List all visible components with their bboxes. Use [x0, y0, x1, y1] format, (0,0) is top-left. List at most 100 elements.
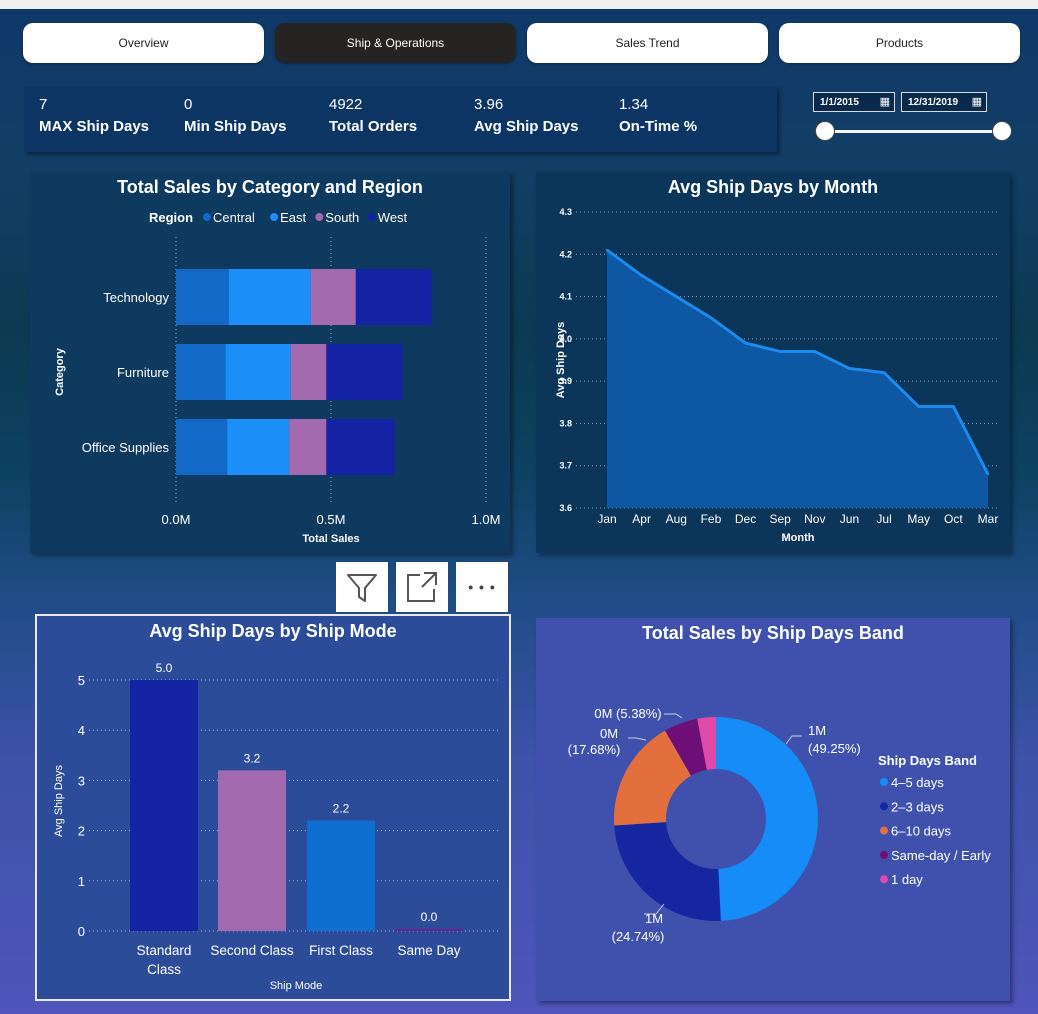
tab-products[interactable]: Products: [779, 23, 1020, 63]
visual-title: Avg Ship Days by Ship Mode: [149, 621, 397, 641]
legend-marker: [315, 213, 324, 221]
category-region-chart: Region Central East South West 0.0M 0.5M 1.0M To…: [54, 210, 500, 545]
label-leader: [785, 735, 802, 745]
y-tick-label: 1: [78, 874, 85, 889]
data-label: 3.2: [244, 751, 261, 765]
legend-title: Ship Days Band: [878, 753, 977, 768]
column-bar: [307, 820, 375, 931]
ship-days-by-month-visual[interactable]: Avg Ship Days by Month 3.6 3.7 3.8 3.9 4.0 4.…: [536, 172, 1010, 553]
kpi-label: Min Ship Days: [184, 118, 287, 135]
column-bar: [218, 770, 286, 931]
focus-mode-button[interactable]: [396, 562, 448, 612]
y-tick-label: 4.0: [559, 334, 572, 344]
legend-entry: 1 day: [891, 872, 923, 887]
category-label: Second Class: [210, 943, 294, 958]
y-tick-label: 4: [78, 723, 85, 738]
kpi-label: Total Orders: [329, 118, 418, 135]
category-label: Same Day: [397, 943, 460, 958]
y-axis-title: Avg Ship Days: [555, 322, 567, 399]
donut-slice: [716, 717, 819, 921]
legend-marker: [880, 850, 888, 859]
end-date-value: 12/31/2019: [908, 96, 959, 108]
bar-segment: [290, 344, 327, 400]
month-area-chart: 3.6 3.7 3.8 3.9 4.0 4.1 4.2 4.3 Jan Apr Aug Feb Dec S…: [555, 207, 1000, 544]
bar-segment: [326, 419, 395, 475]
y-tick-label: 2: [78, 824, 85, 839]
top-bar: [0, 0, 1038, 9]
y-tick-label: 5: [78, 673, 85, 688]
x-tick-label: Mar: [978, 512, 999, 526]
filter-icon: [347, 574, 377, 602]
kpi-value: 4922: [329, 96, 363, 113]
data-point: [848, 367, 851, 370]
kpi-label: Avg Ship Days: [474, 118, 579, 135]
date-range-start-handle[interactable]: [815, 121, 835, 141]
slice-label: (49.25%): [808, 741, 861, 756]
legend-entry: East: [280, 210, 306, 225]
end-date-input[interactable]: 12/31/2019 ▦: [901, 92, 987, 112]
x-axis-title: Month: [782, 532, 815, 544]
tab-overview[interactable]: Overview: [23, 23, 264, 63]
x-tick-label: Oct: [944, 512, 963, 526]
category-label: Standard: [137, 943, 192, 958]
sales-by-category-region-visual[interactable]: Total Sales by Category and Region Regio…: [30, 172, 510, 553]
ship-days-band-donut-chart: 1M (49.25%) 1M (24.74%) 0M(17.68%) 0M (5.38%)…: [568, 706, 992, 944]
label-leader: [628, 737, 647, 741]
data-point: [917, 405, 920, 408]
calendar-icon[interactable]: ▦: [879, 96, 890, 108]
kpi-avg-ship-days: 3.96 Avg Ship Days: [474, 96, 578, 140]
sales-by-ship-days-band-visual[interactable]: Total Sales by Ship Days Band 1M (49.25%)…: [536, 618, 1010, 1001]
legend-marker: [270, 213, 279, 221]
tab-sales-trend[interactable]: Sales Trend: [527, 23, 768, 63]
legend-marker: [880, 826, 888, 835]
kpi-label: On-Time %: [619, 118, 698, 135]
legend-entry: West: [378, 210, 408, 225]
data-point: [882, 371, 886, 374]
slice-label: 0M: [600, 726, 618, 741]
start-date-value: 1/1/2015: [820, 96, 859, 108]
tab-ship-operations[interactable]: Ship & Operations: [275, 23, 516, 63]
label-leader: [664, 713, 683, 719]
kpi-total-orders: 4922 Total Orders: [329, 96, 417, 140]
more-options-button[interactable]: • • •: [456, 562, 508, 612]
legend-entry: 4–5 days: [891, 775, 944, 790]
more-options-icon: • • •: [468, 579, 496, 595]
data-point: [744, 341, 747, 345]
x-tick-label: Aug: [666, 512, 687, 526]
date-range-end-handle[interactable]: [992, 121, 1012, 141]
legend-marker: [367, 213, 376, 221]
bar-segment: [176, 269, 229, 325]
donut-slice: [665, 718, 707, 776]
data-point: [675, 295, 678, 298]
kpi-on-time-pct: 1.34 On-Time %: [619, 96, 697, 140]
bar-segment: [225, 344, 291, 400]
y-tick-label: 3: [78, 773, 85, 788]
y-tick-label: 4.2: [559, 249, 572, 259]
date-range-slider-track[interactable]: [826, 130, 1003, 133]
slice-label: 1M: [808, 723, 826, 738]
legend-entry: 6–10 days: [891, 824, 951, 839]
kpi-label: MAX Ship Days: [39, 118, 150, 135]
kpi-min-ship-days: 0 Min Ship Days: [184, 96, 287, 140]
slice-label: (17.68%): [568, 742, 621, 757]
donut-slice: [614, 730, 692, 826]
legend-title: Region: [149, 210, 193, 225]
filter-button[interactable]: [336, 562, 388, 612]
y-axis-title: Avg Ship Days: [53, 765, 65, 837]
donut-slice: [697, 717, 716, 770]
bar-segment: [176, 419, 228, 475]
legend-entry: Central: [213, 210, 255, 225]
category-label: Furniture: [117, 365, 169, 380]
start-date-input[interactable]: 1/1/2015 ▦: [813, 92, 895, 112]
kpi-value: 1.34: [619, 96, 649, 113]
label-leader: [644, 903, 665, 915]
kpi-value: 0: [184, 96, 193, 113]
bar-segment: [176, 344, 226, 400]
column-bar: [395, 929, 463, 931]
x-tick-label: Jan: [597, 512, 616, 526]
calendar-icon[interactable]: ▦: [971, 96, 982, 108]
kpi-value: 3.96: [474, 96, 504, 113]
legend-entry: 2–3 days: [891, 799, 944, 814]
ship-days-by-mode-visual[interactable]: Avg Ship Days by Ship Mode 0 1 2 3 4 5 5.0 Stan…: [35, 614, 511, 1001]
kpi-max-ship-days: 7 MAX Ship Days: [39, 96, 149, 140]
